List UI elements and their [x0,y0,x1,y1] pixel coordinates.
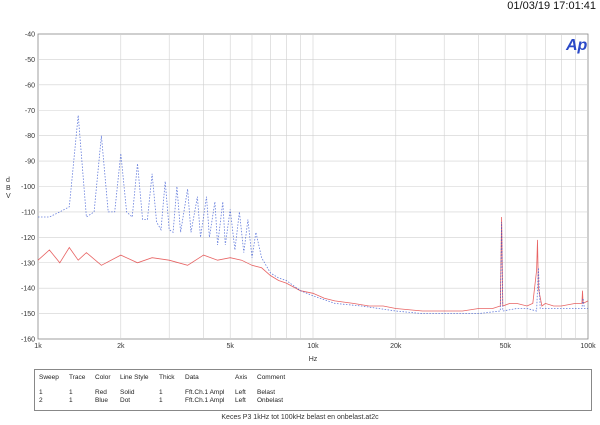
x-tick-label: 1k [34,343,42,350]
legend-row-2-axis: Left [235,397,246,404]
legend-row-2-data: Fft.Ch.1 Ampl [185,397,225,404]
y-tick-label: -70 [25,108,35,115]
y-tick-label: -50 [25,57,35,64]
legend-header-sweep: Sweep [39,374,59,381]
legend-table: Sweep Trace Color Line Style Thick Data … [34,369,592,411]
series-line-2 [38,115,588,314]
x-tick-label: 20k [390,343,402,350]
legend-row-1-data: Fft.Ch.1 Ampl [185,389,225,396]
y-tick-label: -100 [21,184,35,191]
y-tick-label: -40 [25,32,35,39]
legend-header-thick: Thick [159,374,175,381]
y-tick-label: -90 [25,159,35,166]
legend-row-1-line-style: Solid [120,389,135,396]
legend-header-axis: Axis [235,374,248,381]
grid [38,34,588,339]
x-tick-label: 10k [307,343,319,350]
footer-filename: Keces P3 1kHz tot 100kHz belast en onbel… [221,414,379,421]
y-tick-label: -140 [21,286,35,293]
x-tick-label: 5k [227,343,235,350]
legend-row-2-color: Blue [95,397,109,404]
y-tick-label: -150 [21,311,35,318]
y-tick-label: -160 [21,337,35,344]
spectrum-chart: -40 -50 -60 -70 -80 -90 -100 -110 -120 -130 -140 -1… [6,32,596,364]
y-tick-label: -80 [25,133,35,140]
legend-row-1-comment: Belast [257,389,276,396]
x-tick-label: 100k [580,343,596,350]
y-tick-label: -60 [25,82,35,89]
legend-header-trace: Trace [69,374,86,381]
series-group [37,115,589,314]
legend-header-color: Color [95,374,111,381]
legend-row-1-axis: Left [235,389,246,396]
x-tick-label: 50k [500,343,512,350]
ap-logo: Ap [565,37,588,54]
y-tick-label: -110 [22,209,36,216]
series-line-1 [37,216,589,312]
legend-row-2-comment: Onbelast [257,397,284,404]
legend-row-2-line-style: Dot [120,397,131,404]
legend-header-data: Data [185,374,199,381]
legend-row-2-trace: 1 [69,397,73,404]
x-axis-label: Hz [309,356,318,363]
y-tick-label: -130 [21,260,35,267]
legend-row-1-trace: 1 [69,389,73,396]
legend-row-2-sweep: 2 [39,397,43,404]
y-tick-label: -120 [21,235,35,242]
tick-labels: -40 -50 -60 -70 -80 -90 -100 -110 -120 -130 -140 -1… [21,32,596,351]
legend-row-1-color: Red [95,389,107,396]
legend-header-comment: Comment [257,374,286,381]
legend-header-line-style: Line Style [120,374,149,381]
timestamp: 01/03/19 17:01:41 [507,0,596,12]
x-tick-label: 2k [117,343,125,350]
legend-row-1-thick: 1 [159,389,163,396]
legend-row-2-thick: 1 [159,397,163,404]
legend-row-1-sweep: 1 [39,389,43,396]
